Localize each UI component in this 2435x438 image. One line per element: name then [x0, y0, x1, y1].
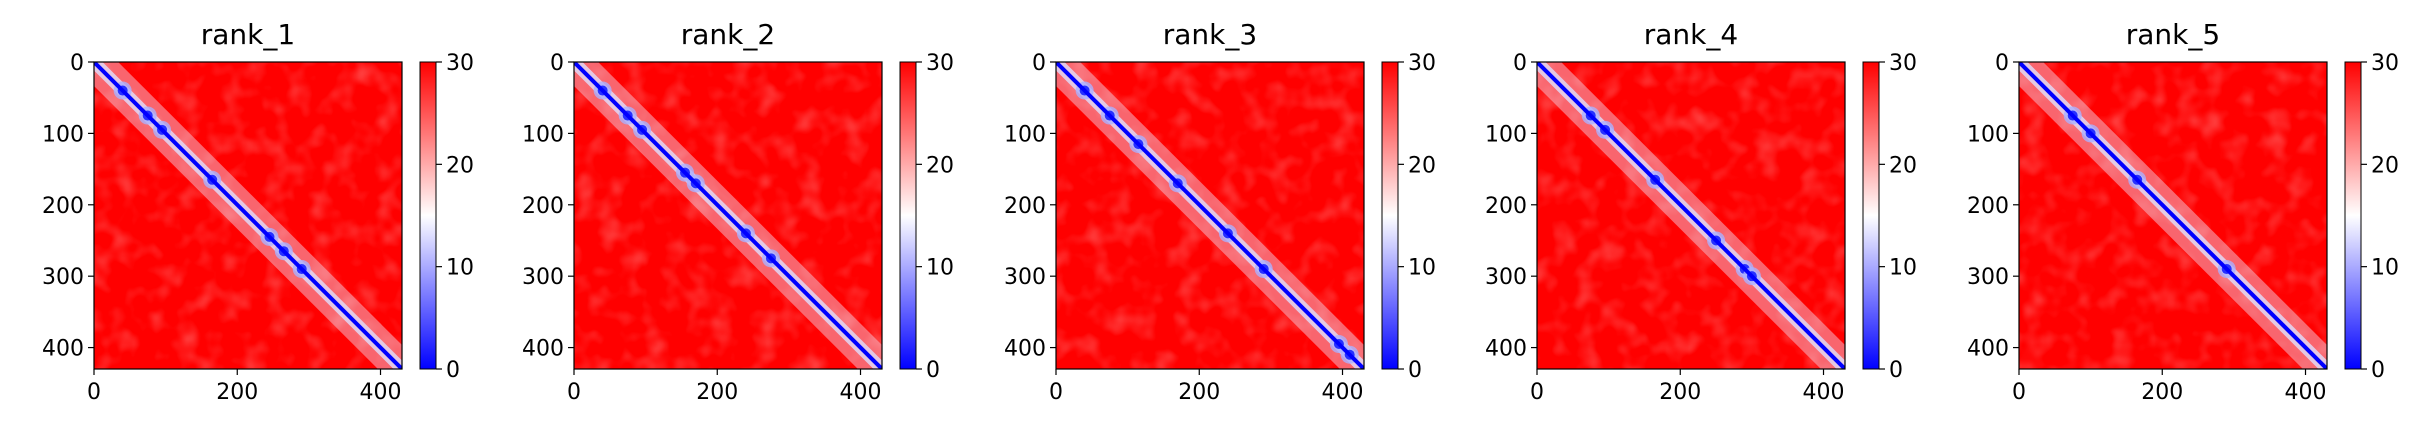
y-tick-label: 400: [522, 337, 564, 362]
diagonal-line: [2019, 62, 2327, 369]
chart-title: rank_2: [681, 18, 775, 51]
y-tick-label: 400: [42, 337, 84, 362]
y-tick-label: 100: [1485, 122, 1527, 147]
colorbar-tick-label: 10: [926, 256, 954, 281]
plot-frame: [1536, 61, 1846, 370]
y-tick-label: 300: [522, 265, 564, 290]
y-tick-label: 300: [1004, 265, 1046, 290]
chart-title: rank_1: [201, 18, 295, 51]
colorbar-tick-label: 30: [1889, 51, 1917, 76]
y-tick-label: 100: [42, 122, 84, 147]
colorbar-tick-label: 10: [1889, 256, 1917, 281]
diagonal-line: [94, 62, 402, 369]
x-tick-label: 200: [696, 380, 738, 405]
colorbar-tick-label: 20: [1889, 153, 1917, 178]
colorbar-tick-label: 0: [1408, 358, 1422, 383]
colorbar-tick-label: 20: [1408, 153, 1436, 178]
plot-frame: [1055, 61, 1365, 370]
colorbar-tick-label: 10: [446, 256, 474, 281]
colorbar-tick-label: 20: [926, 153, 954, 178]
colorbar-tick-label: 30: [2371, 51, 2399, 76]
chart-title: rank_5: [2126, 18, 2220, 51]
colorbar-tick-label: 20: [2371, 153, 2399, 178]
colorbar-tick-label: 30: [926, 51, 954, 76]
x-tick-label: 400: [1322, 380, 1364, 405]
colorbar-tick-label: 30: [1408, 51, 1436, 76]
y-tick-label: 200: [1485, 194, 1527, 219]
y-tick-label: 0: [70, 51, 84, 76]
colorbar: [1381, 61, 1399, 370]
y-tick-label: 200: [42, 194, 84, 219]
y-tick-label: 200: [522, 194, 564, 219]
x-tick-label: 0: [1049, 380, 1063, 405]
diagonal-line: [1056, 62, 1364, 369]
diagonal-line: [1537, 62, 1845, 369]
colorbar: [419, 61, 437, 370]
y-tick-label: 100: [1004, 122, 1046, 147]
plot-frame: [93, 61, 403, 370]
colorbar-tick-label: 0: [446, 358, 460, 383]
y-tick-label: 0: [1032, 51, 1046, 76]
colorbar-tick-label: 30: [446, 51, 474, 76]
x-tick-label: 200: [1178, 380, 1220, 405]
x-tick-label: 0: [567, 380, 581, 405]
plot-frame: [2018, 61, 2328, 370]
colorbar: [2344, 61, 2362, 370]
x-tick-label: 400: [360, 380, 402, 405]
chart-title: rank_4: [1644, 18, 1738, 51]
colorbar-tick-label: 10: [1408, 256, 1436, 281]
y-tick-label: 300: [42, 265, 84, 290]
y-tick-label: 0: [550, 51, 564, 76]
colorbar-tick-label: 20: [446, 153, 474, 178]
colorbar: [899, 61, 917, 370]
y-tick-label: 400: [1004, 337, 1046, 362]
colorbar-tick-label: 0: [1889, 358, 1903, 383]
x-tick-label: 200: [1659, 380, 1701, 405]
x-tick-label: 0: [1530, 380, 1544, 405]
y-tick-label: 400: [1967, 337, 2009, 362]
y-tick-label: 400: [1485, 337, 1527, 362]
colorbar-tick-label: 10: [2371, 256, 2399, 281]
y-tick-label: 200: [1004, 194, 1046, 219]
x-tick-label: 200: [2141, 380, 2183, 405]
x-tick-label: 0: [2012, 380, 2026, 405]
x-tick-label: 400: [2285, 380, 2327, 405]
x-tick-label: 0: [87, 380, 101, 405]
plot-frame: [573, 61, 883, 370]
diagonal-line: [574, 62, 882, 369]
colorbar-tick-label: 0: [926, 358, 940, 383]
colorbar-tick-label: 0: [2371, 358, 2385, 383]
y-tick-label: 0: [1513, 51, 1527, 76]
y-tick-label: 300: [1967, 265, 2009, 290]
x-tick-label: 400: [840, 380, 882, 405]
y-tick-label: 200: [1967, 194, 2009, 219]
x-tick-label: 400: [1803, 380, 1845, 405]
y-tick-label: 300: [1485, 265, 1527, 290]
y-tick-label: 100: [1967, 122, 2009, 147]
colorbar: [1862, 61, 1880, 370]
y-tick-label: 100: [522, 122, 564, 147]
y-tick-label: 0: [1995, 51, 2009, 76]
x-tick-label: 200: [216, 380, 258, 405]
chart-title: rank_3: [1163, 18, 1257, 51]
